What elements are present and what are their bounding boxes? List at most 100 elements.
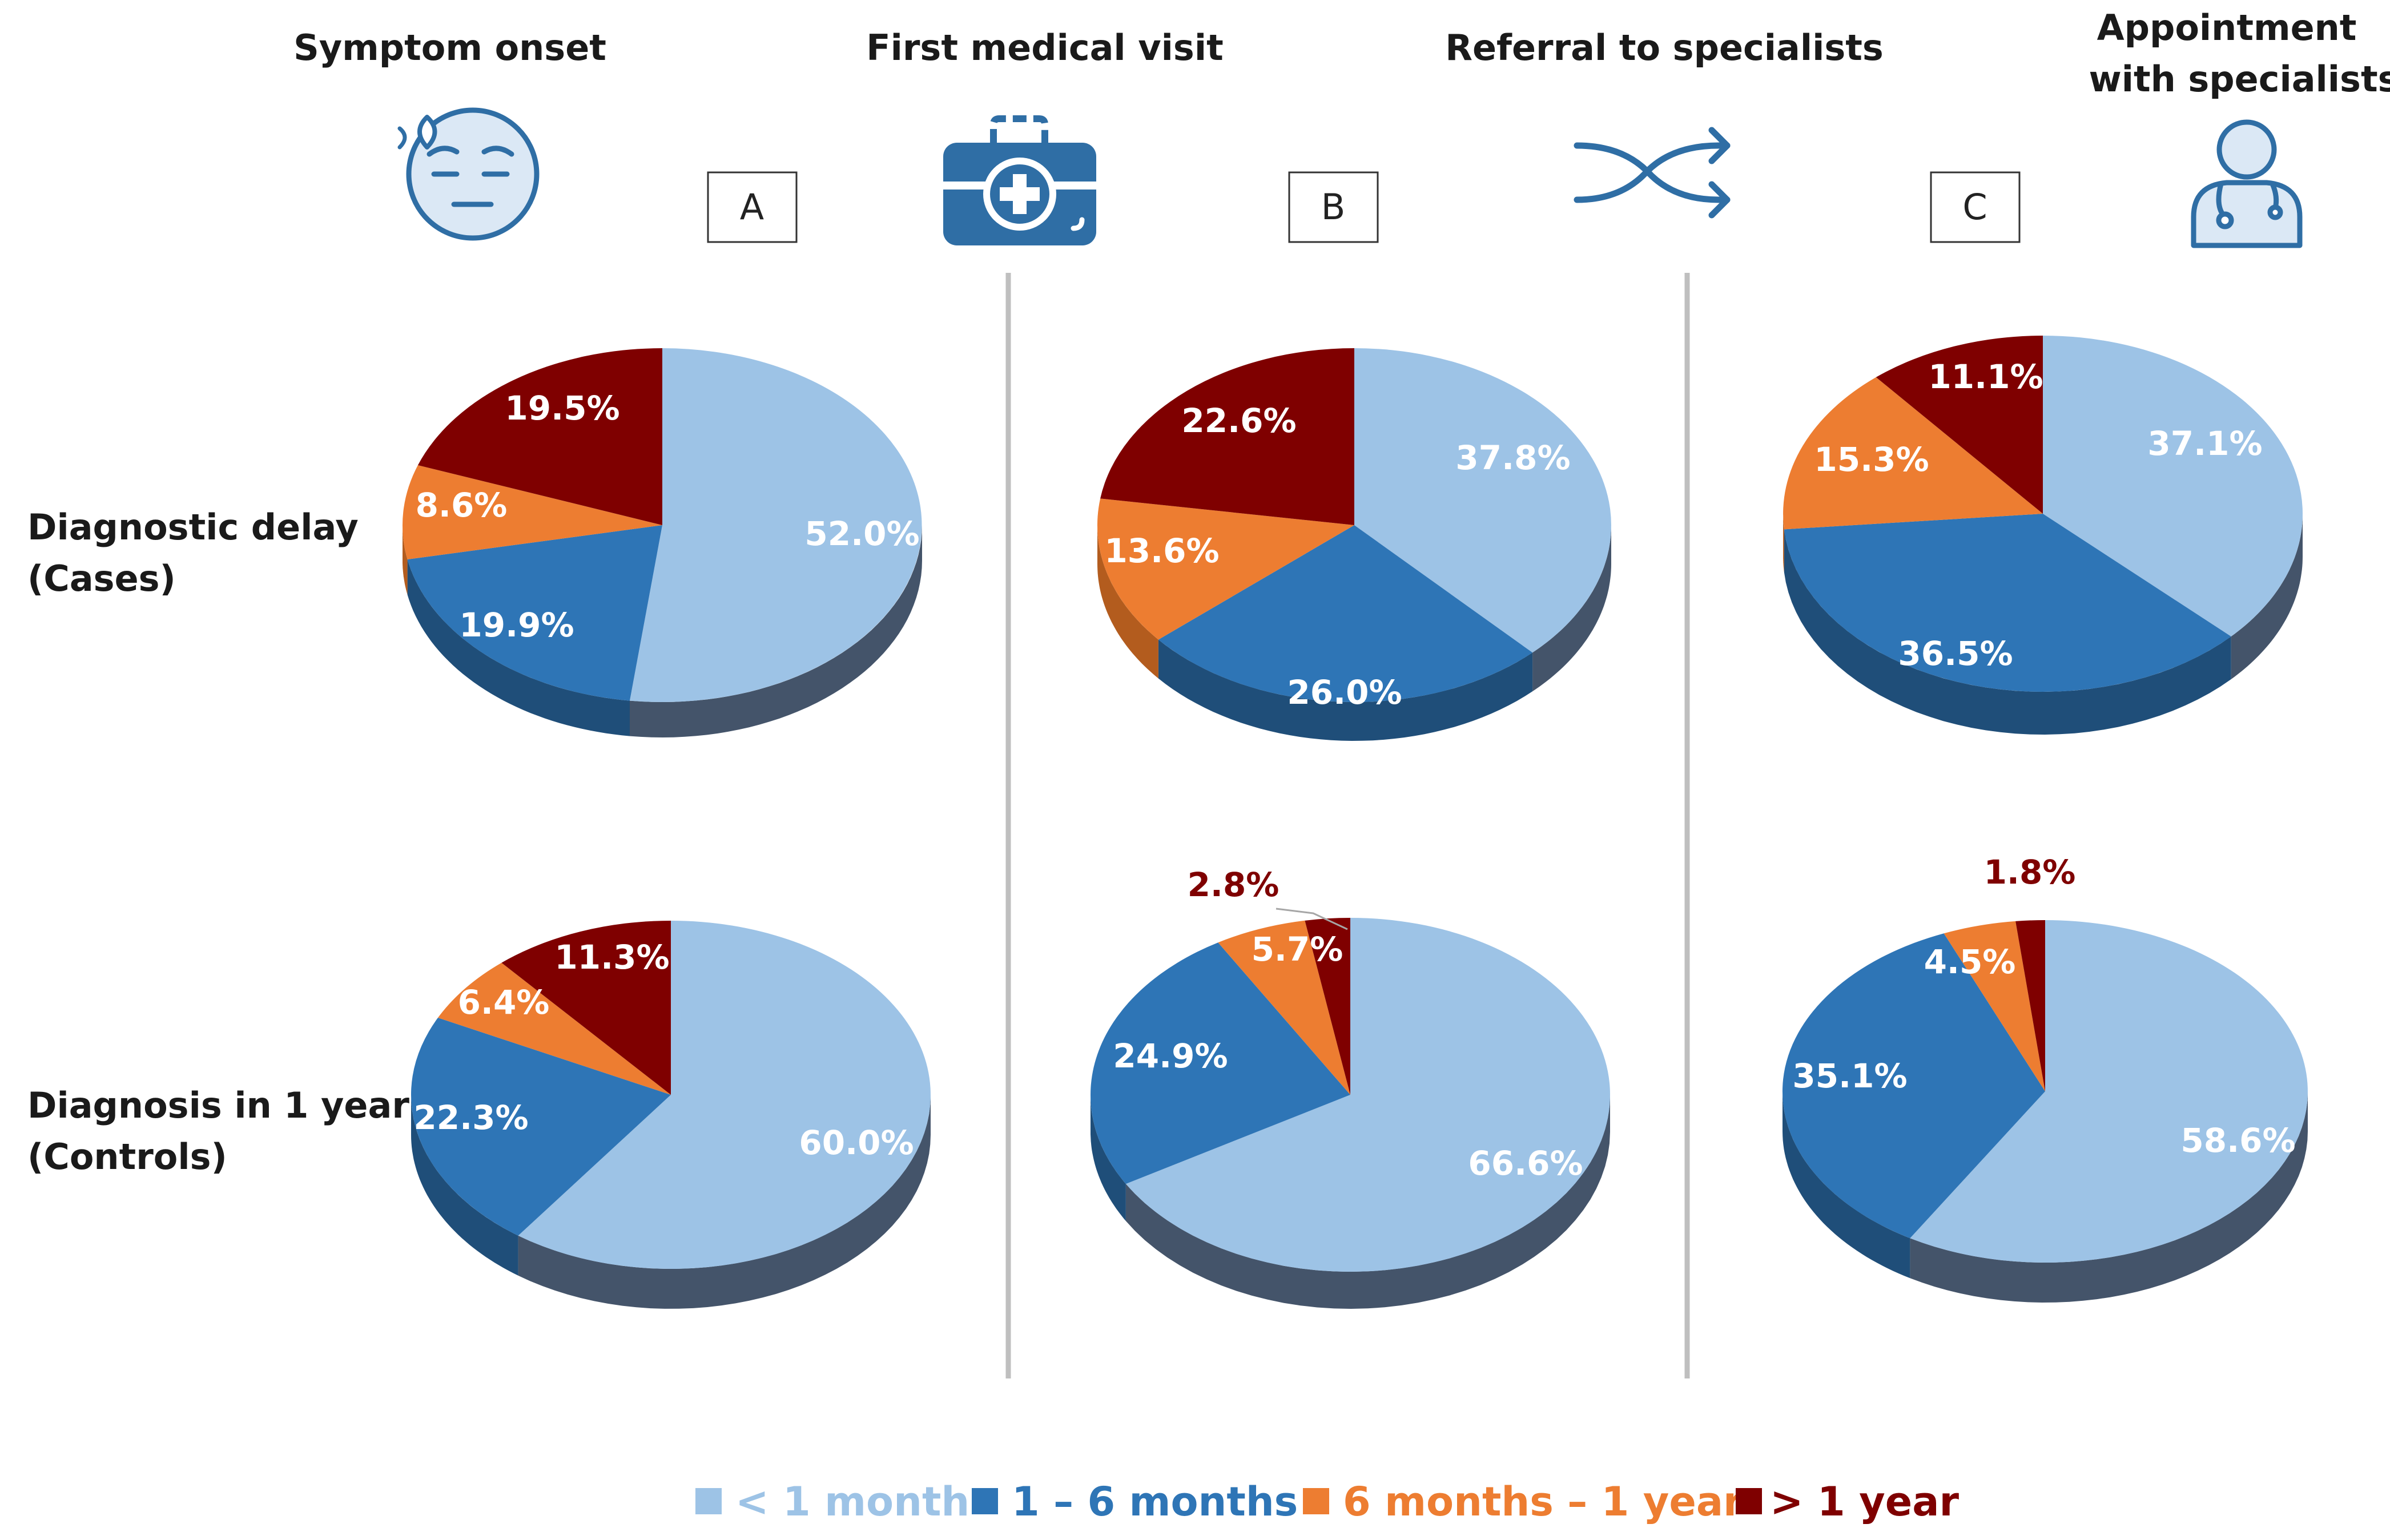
data-label-m1to6: 24.9% [1113,1037,1228,1075]
pie-chart-cases-c: 37.1% 36.5% 15.3% 11.1% [1783,336,2303,735]
data-label-gt1y: 11.1% [1928,357,2043,396]
data-label-m6to12: 4.5% [1924,942,2016,981]
slice-lt1m [518,921,931,1269]
slice-side-lt1m [518,1095,931,1309]
legend-label-lt1m: < 1 month [735,1478,969,1525]
data-label-m1to6: 19.9% [459,606,574,644]
slice-m1to6 [1158,525,1533,702]
data-label-m1to6: 22.3% [413,1098,528,1137]
pie-chart-cases-a: 52.0% 19.9% 8.6% 19.5% [402,348,922,737]
pie-chart-controls-c: 58.6% 35.1% 4.5% 1.8% [1782,853,2308,1303]
pie-chart-cases-b: 37.8% 26.0% 13.6% 22.6% [1097,348,1611,741]
slice-side-m1to6 [1783,1091,1910,1279]
slice-side-m1to6 [407,559,630,736]
slice-side-lt1m [630,525,922,737]
data-label-lt1m: 52.0% [804,514,919,553]
row-label-cases-line1: Diagnostic delay [27,506,359,548]
slice-gt1y [2015,920,2045,1091]
slice-gt1y [1100,348,1354,525]
slice-m6to12 [402,465,662,559]
slice-lt1m [1354,348,1611,653]
legend-swatch-6to12m [1303,1488,1329,1514]
slice-m1to6 [1091,942,1350,1184]
legend-label-gt1y: > 1 year [1770,1478,1959,1525]
interval-label-b: B [1321,186,1346,228]
row-label-controls-line2: (Controls) [27,1136,227,1178]
doctor-icon [2191,119,2303,248]
legend-swatch-lt1m [695,1488,722,1514]
pie-charts: 52.0%19.9%8.6%19.5%37.8%26.0%13.6%22.6%3… [402,336,2308,1309]
legend-label-6to12m: 6 months – 1 year [1343,1478,1743,1525]
legend-label-1to6m: 1 – 6 months [1012,1478,1298,1525]
data-label-gt1y: 19.5% [505,389,619,428]
data-label-m1to6: 26.0% [1287,673,1402,712]
slice-m6to12 [438,962,671,1095]
slice-m1to6 [1784,514,2231,692]
data-label-gt1y: 11.3% [554,938,669,977]
slice-gt1y [417,348,662,525]
interval-box-c: C [1930,171,2021,243]
header-referral: Referral to specialists [1445,27,1884,68]
interval-box-b: B [1288,171,1379,243]
data-label-m6to12: 13.6% [1104,531,1219,570]
data-label-m6to12: 8.6% [416,486,508,525]
slice-lt1m [630,348,922,702]
interval-label-a: A [740,186,764,228]
data-label-lt1m: 58.6% [2180,1121,2295,1160]
slice-m6to12 [1944,921,2045,1091]
slice-side-m1to6 [1784,529,2231,735]
legend-swatch-1to6m [972,1488,998,1514]
slice-lt1m [1125,917,1611,1272]
slice-gt1y [1876,336,2043,514]
data-label-m6to12: 15.3% [1814,440,1929,479]
data-label-m6to12: 6.4% [458,983,550,1022]
row-label-controls-line1: Diagnosis in 1 year [27,1085,409,1126]
data-label-m1to6: 35.1% [1792,1057,1907,1095]
slice-side-m6to12 [403,525,408,595]
data-label-gt1y: 1.8% [1984,853,2076,892]
slice-m1to6 [1782,933,2045,1239]
leader-line [1276,908,1348,930]
data-label-m1to6: 36.5% [1898,634,2013,673]
data-label-lt1m: 37.8% [1455,438,1570,477]
slice-gt1y [1305,918,1350,1095]
data-label-lt1m: 60.0% [799,1123,914,1162]
pie-chart-controls-a: 60.0% 22.3% 6.4%11.3% [411,921,931,1309]
slice-lt1m [1910,920,2308,1263]
medical-kit-icon [943,115,1096,245]
slice-side-m1to6 [1158,639,1533,741]
header-first-medical-visit: First medical visit [866,27,1223,68]
legend-swatch-gt1y [1736,1488,1762,1514]
data-label-lt1m: 66.6% [1468,1144,1583,1183]
pie-chart-controls-b: 66.6% 24.9% 5.7% 2.8% [1091,865,1611,1309]
slice-side-m1to6 [411,1095,518,1276]
slice-m6to12 [1218,920,1350,1095]
slice-side-m1to6 [1091,1095,1126,1221]
data-label-m6to12: 5.7% [1252,930,1343,969]
slice-side-lt1m [1910,1091,2308,1303]
slice-side-lt1m [2231,514,2303,679]
slice-m1to6 [411,1018,671,1236]
interval-label-c: C [1962,186,1987,228]
slice-m1to6 [407,525,662,701]
slice-side-m6to12 [1097,525,1158,679]
slice-m6to12 [1783,377,2043,530]
slice-gt1y [501,921,671,1095]
slice-lt1m [2043,336,2303,636]
header-symptom-onset: Symptom onset [293,27,606,68]
shuffle-arrows-icon [1574,127,1731,219]
sick-face-icon [397,107,540,241]
data-label-gt1y: 2.8% [1188,865,1280,904]
row-label-cases-line2: (Cases) [27,558,176,599]
header-appointment-line2: with specialists [2089,58,2390,100]
data-label-lt1m: 37.1% [2147,424,2262,463]
legend: < 1 month 1 – 6 months 6 months – 1 year… [695,1478,1959,1525]
slice-side-lt1m [1532,525,1611,692]
slice-side-m6to12 [1783,514,1784,573]
data-label-gt1y: 22.6% [1181,401,1296,440]
slice-side-lt1m [1125,1095,1610,1309]
interval-box-a: A [707,171,798,243]
slice-m6to12 [1097,498,1354,640]
